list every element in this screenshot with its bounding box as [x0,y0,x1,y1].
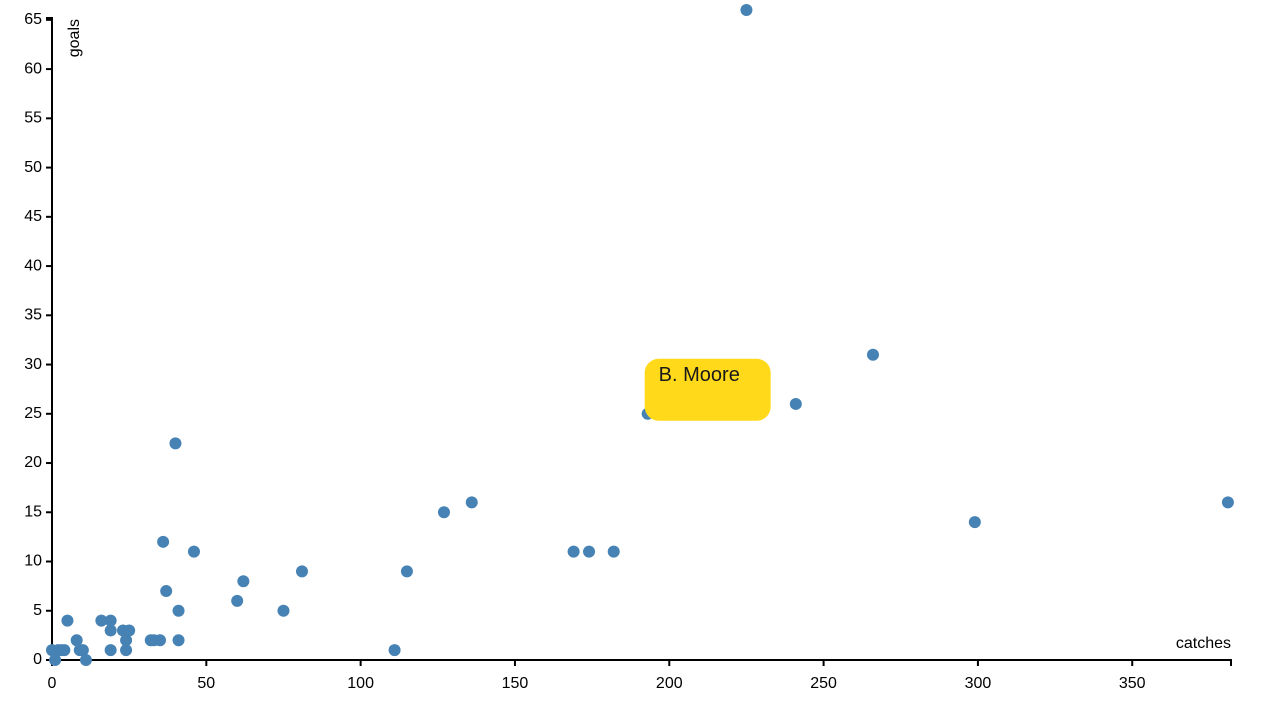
data-point[interactable] [123,624,136,637]
data-point[interactable] [79,654,92,666]
data-point[interactable] [583,545,596,558]
data-point[interactable] [567,545,580,558]
y-tick-label: 50 [24,159,42,176]
data-point[interactable] [968,516,981,529]
y-tick-label: 40 [24,257,42,274]
y-tick-label: 10 [24,553,42,570]
data-point[interactable] [231,594,244,607]
y-tick-label: 35 [24,307,42,324]
y-tick-label: 45 [24,208,42,225]
x-tick-label: 100 [347,675,374,692]
tooltip: B. Moore [644,358,771,421]
x-tick-label: 350 [1119,675,1146,692]
data-point[interactable] [160,585,173,598]
data-point[interactable] [1221,496,1234,509]
data-point[interactable] [61,614,74,627]
x-tick-label: 50 [197,675,215,692]
data-point[interactable] [70,634,83,647]
x-tick-label: 300 [965,675,992,692]
data-point[interactable] [607,545,620,558]
x-tick-label: 150 [502,675,529,692]
data-point[interactable] [172,604,185,617]
data-point[interactable] [400,565,413,578]
data-point[interactable] [154,634,167,647]
data-point[interactable] [49,654,62,666]
y-tick-label: 60 [24,60,42,77]
data-points [46,4,1234,666]
data-point[interactable] [172,634,185,647]
x-axis: 0 50 100 150 200 250 300 350 [48,659,1232,692]
x-axis-line [51,659,1232,666]
data-point[interactable] [104,614,117,627]
y-tick-label: 55 [24,110,42,127]
x-axis-label: catches [1176,635,1231,652]
data-point[interactable] [58,644,71,657]
x-tick-label: 0 [48,675,57,692]
y-tick-label: 20 [24,454,42,471]
data-point[interactable] [120,634,133,647]
data-point[interactable] [740,4,753,16]
x-tick-label: 200 [656,675,683,692]
data-point[interactable] [187,545,200,558]
data-point[interactable] [237,575,250,588]
data-point[interactable] [120,644,133,657]
data-point[interactable] [437,506,450,519]
data-point[interactable] [277,604,290,617]
data-point[interactable] [76,644,89,657]
y-tick-label: 0 [33,651,42,668]
data-point[interactable] [157,535,170,548]
data-point[interactable] [104,624,117,637]
y-tick-label: 25 [24,405,42,422]
y-tick-label: 65 [24,11,42,28]
tooltip-label: B. Moore [659,364,740,386]
tooltip-box [644,358,771,421]
y-axis-line [46,17,53,661]
y-axis: 0 5 10 15 20 25 30 35 40 45 50 55 60 65 [24,11,53,668]
data-point[interactable] [866,348,879,361]
data-point[interactable] [388,644,401,657]
data-point[interactable] [465,496,478,509]
data-point[interactable] [789,397,802,410]
y-tick-label: 30 [24,356,42,373]
data-point[interactable] [104,644,117,657]
y-tick-label: 15 [24,503,42,520]
data-point[interactable] [95,614,108,627]
y-axis-label: goals [66,19,83,57]
y-tick-label: 5 [33,602,42,619]
data-point[interactable] [169,437,182,450]
x-tick-label: 250 [810,675,837,692]
data-point[interactable] [295,565,308,578]
